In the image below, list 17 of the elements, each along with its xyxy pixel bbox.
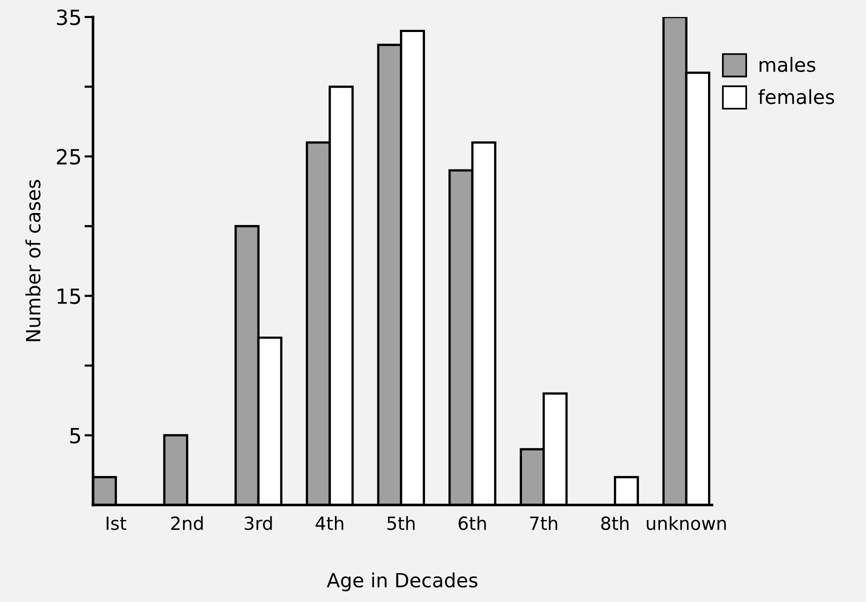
x-tick-label: 7th bbox=[530, 516, 558, 530]
y-axis-title: Number of cases bbox=[25, 180, 40, 342]
x-tick-label: Ist bbox=[106, 516, 126, 530]
y-tick-label: 35 bbox=[56, 9, 80, 26]
x-tick-label: unknown bbox=[646, 516, 726, 530]
y-tick-label: 25 bbox=[56, 148, 80, 165]
x-tick-label: 6th bbox=[458, 516, 486, 530]
x-tick-label: 5th bbox=[387, 516, 415, 530]
x-tick-label: 2nd bbox=[171, 516, 203, 530]
legend-label: females bbox=[758, 89, 834, 104]
x-axis-title: Age in Decades bbox=[326, 572, 478, 592]
y-tick-label: 5 bbox=[70, 428, 80, 444]
x-tick-label: 3rd bbox=[244, 516, 272, 530]
x-tick-label: 8th bbox=[601, 516, 628, 530]
x-tick-label: 4th bbox=[316, 516, 344, 530]
legend-label: males bbox=[760, 56, 816, 72]
y-tick-label: 15 bbox=[58, 288, 80, 304]
